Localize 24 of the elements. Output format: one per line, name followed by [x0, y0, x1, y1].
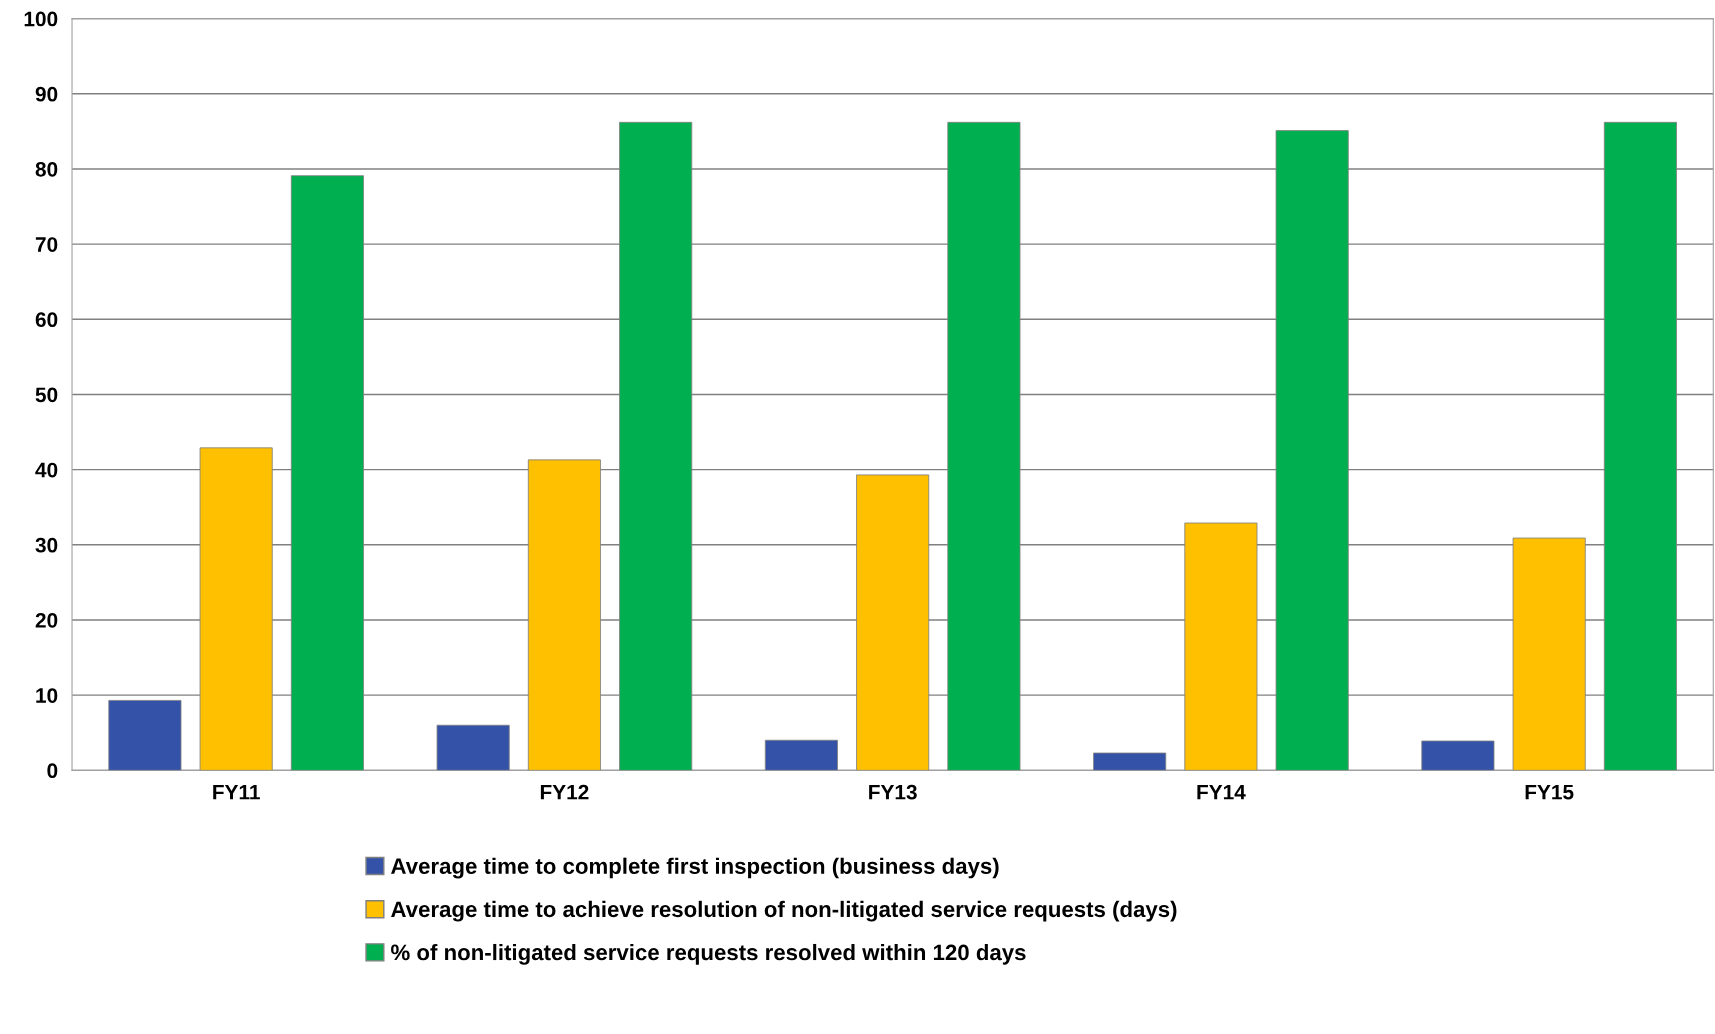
legend-label: Average time to achieve resolution of non-litigated service requests (days) [391, 900, 1177, 922]
bar [764, 739, 838, 771]
bar [108, 700, 182, 771]
y-tick-label: 60 [35, 312, 58, 328]
legend-label: Average time to complete first inspection (business days) [391, 857, 999, 879]
y-tick-label: 40 [35, 462, 58, 478]
x-tick-label: FY11 [213, 784, 260, 800]
y-tick-label: 10 [36, 688, 58, 703]
x-tick-label: FY15 [1525, 784, 1574, 800]
x-tick-label: FY12 [540, 784, 589, 800]
bar [1421, 740, 1495, 771]
y-tick-label: 30 [35, 537, 58, 553]
x-tick-label: FY14 [1197, 784, 1246, 800]
y-tick-label: 50 [35, 387, 58, 403]
y-tick-label: 0 [47, 763, 58, 779]
x-tick-label: FY13 [869, 784, 917, 800]
y-tick-label: 70 [35, 237, 58, 252]
y-tick-label: 100 [24, 11, 58, 27]
legend-label: % of non-litigated service requests resolved within 120 days [391, 943, 1026, 965]
bar [436, 724, 510, 771]
bar [1093, 752, 1167, 771]
y-tick-label: 20 [35, 612, 58, 628]
y-tick-label: 90 [35, 86, 58, 102]
y-tick-label: 80 [35, 161, 58, 177]
